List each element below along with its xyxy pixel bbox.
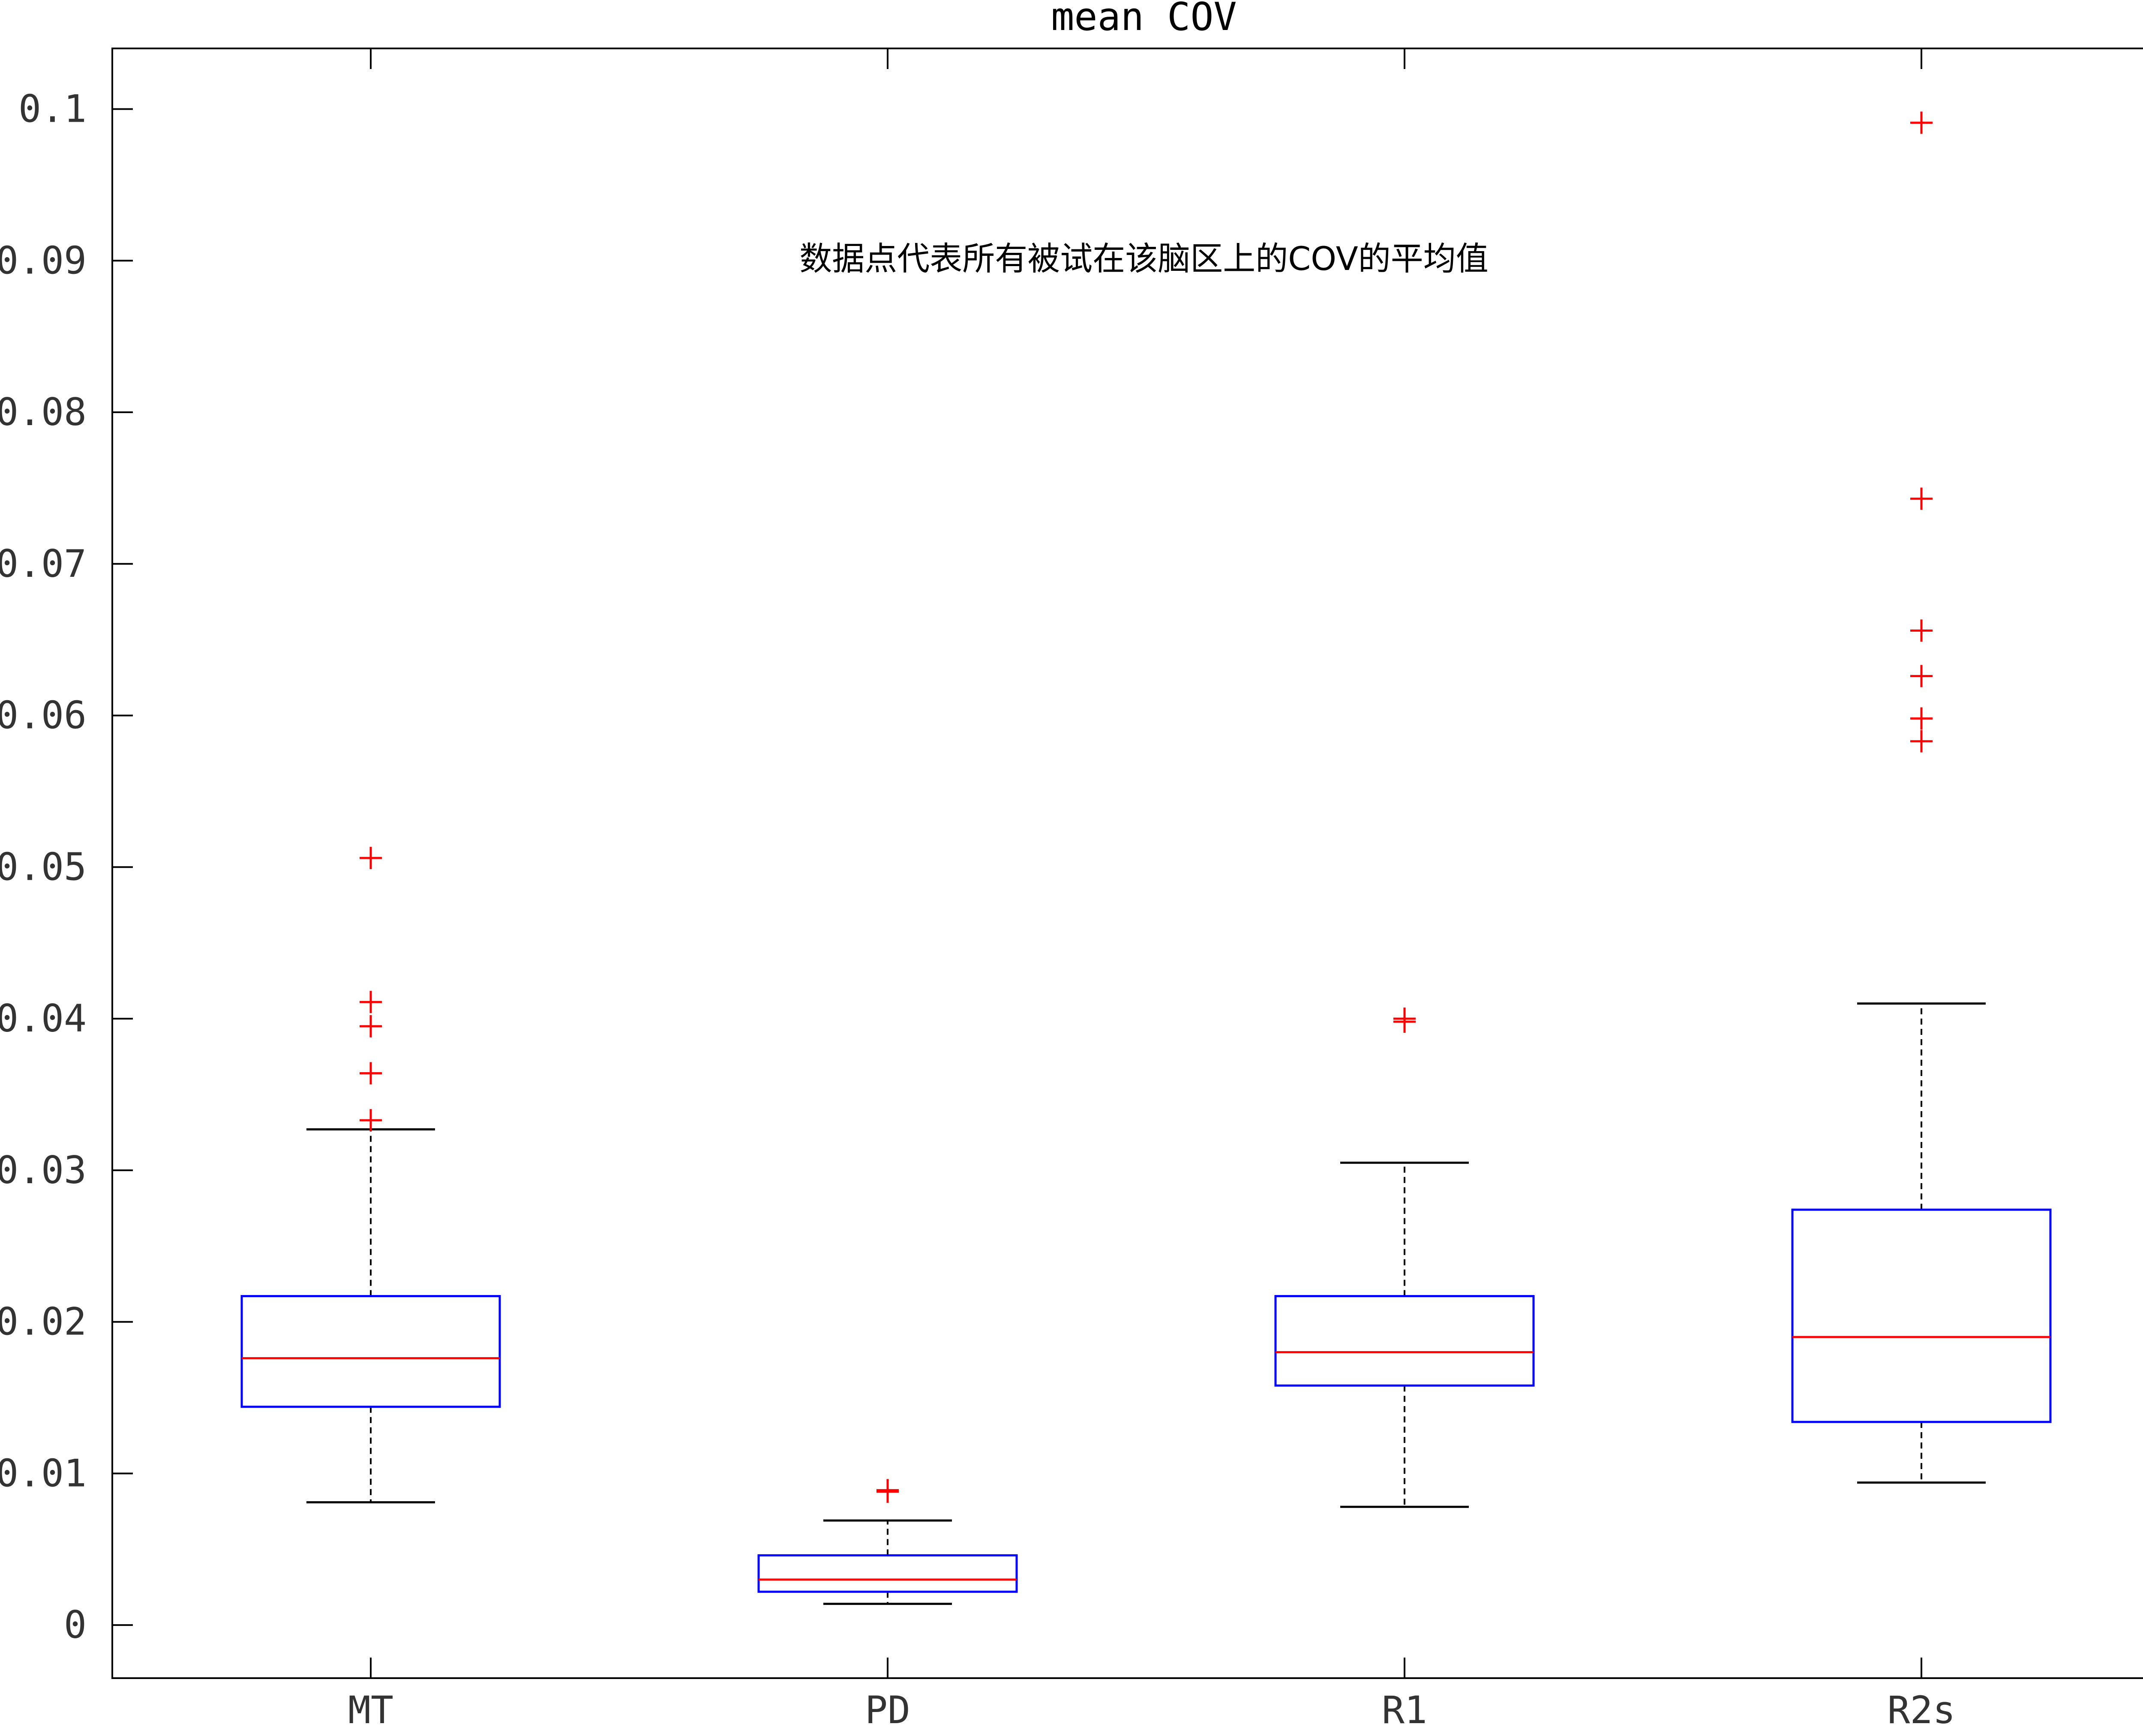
outlier-marker bbox=[1910, 707, 1933, 730]
y-tick-label: 0 bbox=[64, 1603, 87, 1647]
outlier-marker bbox=[1910, 111, 1933, 134]
outlier-marker bbox=[1910, 487, 1933, 510]
plot-area bbox=[111, 48, 2143, 1679]
outlier-marker bbox=[360, 1015, 382, 1037]
iqr-box bbox=[240, 1295, 501, 1408]
outlier-marker bbox=[1910, 730, 1933, 753]
x-tick-label: R2s bbox=[1888, 1688, 1956, 1732]
y-tick-label: 0.03 bbox=[0, 1148, 87, 1192]
chart-title: mean COV bbox=[1051, 0, 1237, 39]
outlier-marker bbox=[360, 847, 382, 869]
y-tick-label: 0.04 bbox=[0, 996, 87, 1040]
y-tick-label: 0.07 bbox=[0, 542, 87, 586]
box-mt bbox=[240, 847, 501, 1504]
iqr-box bbox=[757, 1554, 1018, 1593]
outlier-marker bbox=[1910, 619, 1933, 642]
y-tick-label: 0.1 bbox=[18, 87, 87, 131]
box-pd bbox=[757, 1479, 1018, 1605]
iqr-box bbox=[1274, 1295, 1535, 1387]
iqr-box bbox=[1791, 1208, 2052, 1423]
outlier-marker bbox=[360, 1062, 382, 1085]
outlier-marker bbox=[1910, 665, 1933, 687]
outlier-marker bbox=[876, 1479, 899, 1502]
y-tick-label: 0.08 bbox=[0, 390, 87, 434]
x-tick-label: MT bbox=[348, 1688, 393, 1732]
y-tick-label: 0.02 bbox=[0, 1300, 87, 1344]
x-tick-label: R1 bbox=[1382, 1688, 1427, 1732]
y-tick-label: 0.05 bbox=[0, 845, 87, 889]
y-tick-label: 0.06 bbox=[0, 693, 87, 738]
box-r1 bbox=[1274, 1007, 1535, 1508]
outlier-marker bbox=[360, 1109, 382, 1132]
y-tick-label: 0.09 bbox=[0, 238, 87, 282]
x-tick-label: PD bbox=[865, 1688, 910, 1732]
y-tick-label: 0.01 bbox=[0, 1451, 87, 1495]
boxes bbox=[240, 111, 2052, 1605]
outlier-marker bbox=[1393, 1007, 1416, 1030]
box-r2s bbox=[1791, 111, 2052, 1484]
outlier-marker bbox=[360, 991, 382, 1013]
axis-ticks: 0 0.01 0.02 0.03 0.04 0.05 0.06 0.07 0.08 0.09 0.1… bbox=[0, 48, 1956, 1732]
chart-annotation: 数据点代表所有被试在该脑区上的COV的平均值 bbox=[799, 240, 1489, 278]
